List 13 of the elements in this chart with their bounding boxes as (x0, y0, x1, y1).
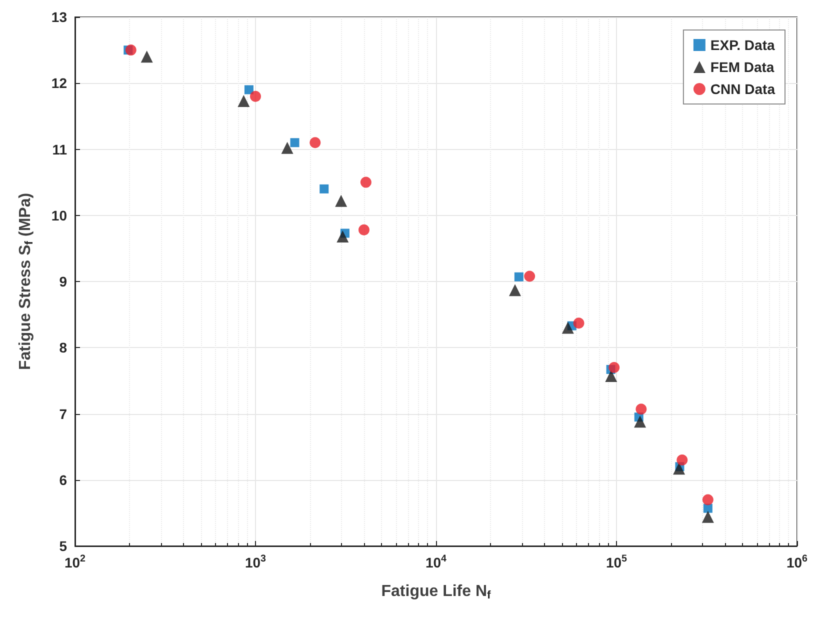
y-tick-label: 9 (59, 274, 68, 290)
legend-label: FEM Data (710, 59, 774, 75)
y-tick-label: 8 (59, 340, 68, 356)
y-tick-label: 12 (51, 75, 68, 92)
y-tick-label: 5 (59, 538, 68, 554)
y-tick-label: 11 (52, 141, 68, 158)
legend-label: CNN Data (710, 81, 776, 97)
y-tick-label: 10 (51, 207, 68, 224)
legend-label: EXP. Data (710, 37, 775, 53)
y-tick-label: 7 (59, 406, 68, 422)
y-axis-title: Fatigue Stress Sf (MPa) (17, 192, 36, 370)
y-tick-label: 6 (59, 472, 68, 488)
y-tick-label: 13 (51, 9, 68, 25)
